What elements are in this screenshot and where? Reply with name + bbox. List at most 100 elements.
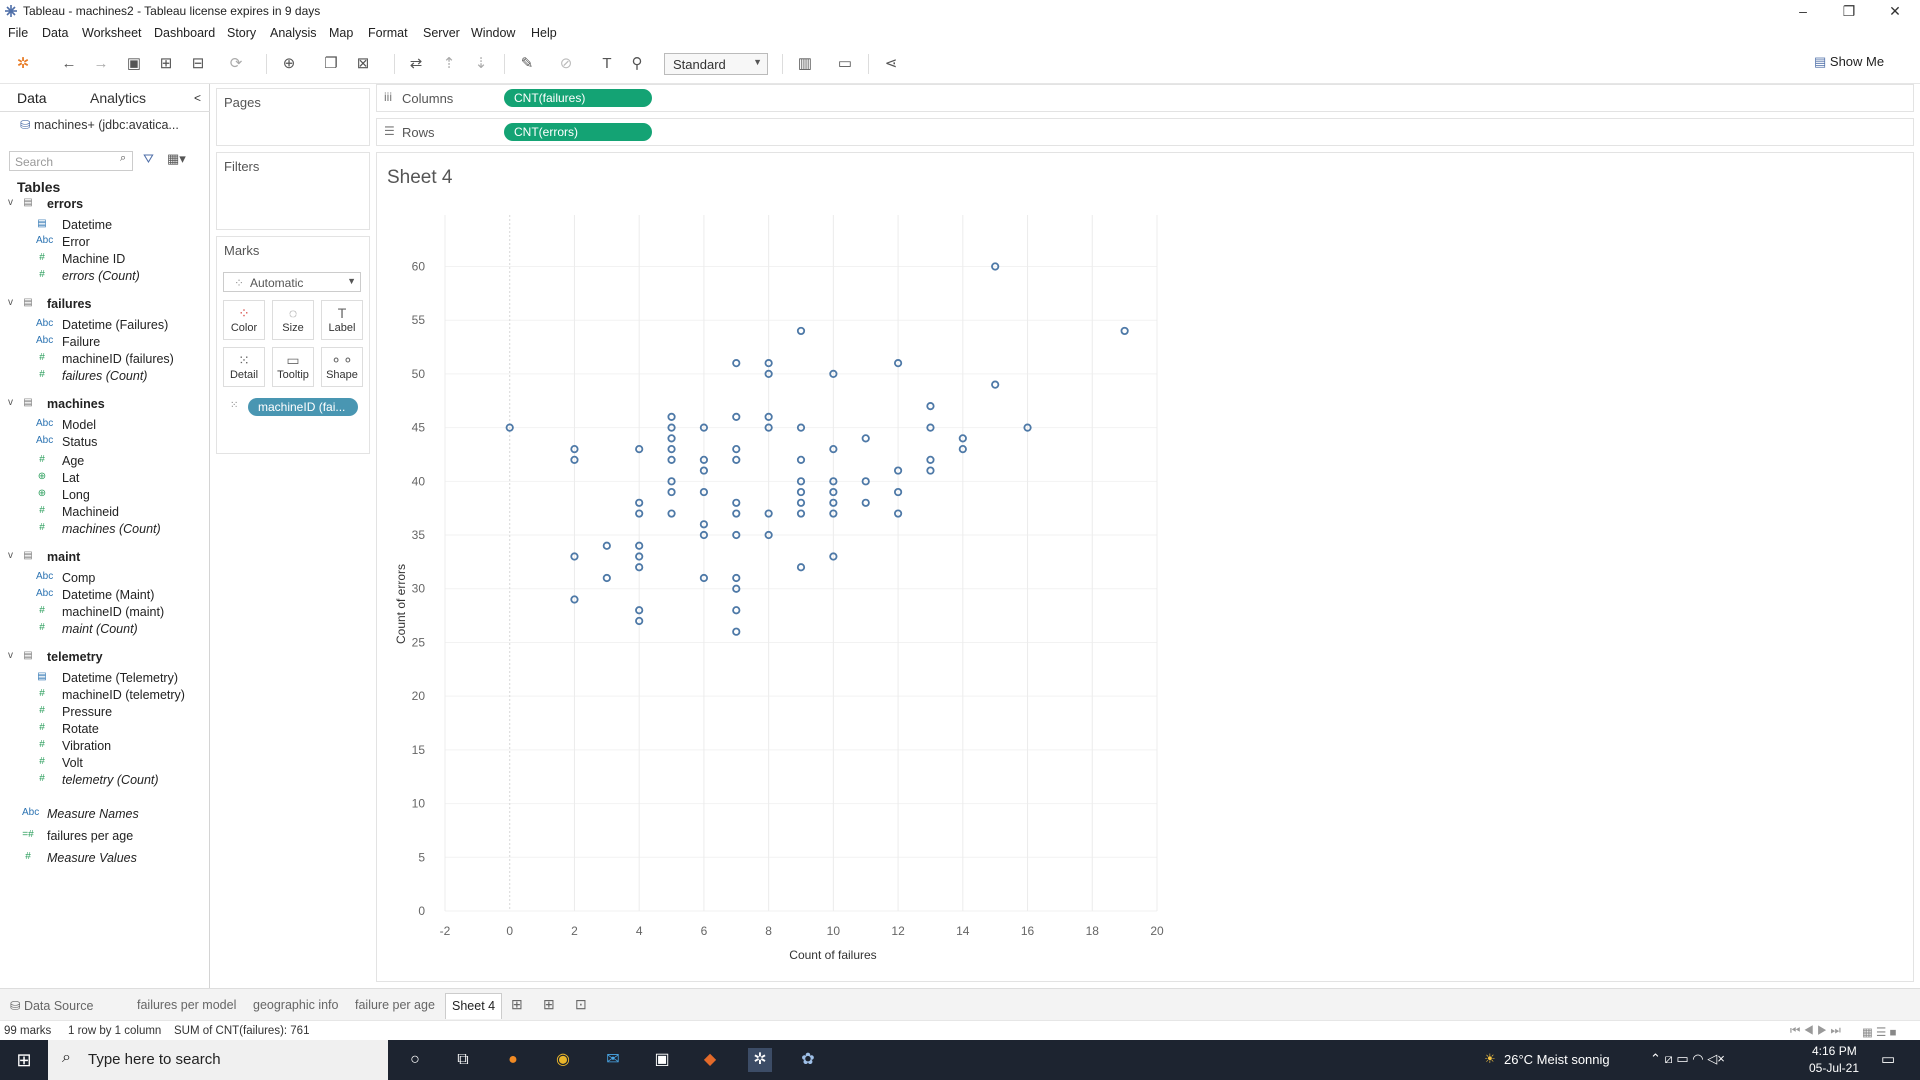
save-icon[interactable]: ▣	[126, 55, 142, 72]
field-item[interactable]: # Machine ID	[0, 251, 205, 268]
new-datasource-icon[interactable]: ⊞	[159, 55, 173, 72]
pause-update-icon[interactable]: ⊟	[191, 55, 205, 72]
mark-type-dropdown[interactable]: Automatic ⁘ ▼	[223, 272, 361, 292]
view-options-icon[interactable]: ▦▾	[167, 151, 186, 166]
field-item[interactable]: # machines (Count)	[0, 521, 205, 538]
view-mode-icons[interactable]: ▦ ☰ ■	[1862, 1027, 1897, 1039]
table-maint[interactable]: v ▤ maint	[0, 549, 205, 566]
clear-sheet-icon[interactable]: ⊠	[356, 55, 370, 72]
detail-pill[interactable]: machineID (fai...	[248, 398, 358, 416]
mail-icon[interactable]: ✉	[606, 1051, 620, 1068]
field-item[interactable]: # machineID (failures)	[0, 351, 205, 368]
pin-axis-icon[interactable]: ⚲	[631, 55, 643, 72]
field-item[interactable]: # machineID (telemetry)	[0, 687, 205, 704]
field-item[interactable]: Abc Comp	[0, 570, 205, 587]
field-item[interactable]: ⊕ Long	[0, 487, 205, 504]
columns-pill[interactable]: CNT(failures)	[504, 89, 652, 107]
restore-button[interactable]: ❐	[1842, 3, 1856, 19]
share-icon[interactable]: ⋖	[884, 55, 898, 72]
menu-map[interactable]: Map	[329, 26, 354, 40]
table-machines[interactable]: v ▤ machines	[0, 396, 205, 413]
menu-help[interactable]: Help	[531, 26, 557, 40]
app-icon[interactable]: ●	[508, 1051, 518, 1068]
field-item[interactable]: ⊕ Lat	[0, 470, 205, 487]
shape-button[interactable]: ⚬⚬ Shape	[321, 347, 363, 387]
table-errors[interactable]: v ▤ errors	[0, 196, 205, 213]
refresh-icon[interactable]: ⟳	[229, 55, 243, 72]
highlight-icon[interactable]: ✎	[520, 55, 534, 72]
detail-button[interactable]: ⁙ Detail	[223, 347, 265, 387]
color-button[interactable]: ⁘ Color	[223, 300, 265, 340]
fit-dropdown[interactable]: Standard ▼	[664, 53, 768, 75]
rows-pill[interactable]: CNT(errors)	[504, 123, 652, 141]
menu-file[interactable]: File	[8, 26, 29, 40]
field-item[interactable]: ▤ Datetime	[0, 217, 205, 234]
field-item[interactable]: # machineID (maint)	[0, 604, 205, 621]
field-item[interactable]: # Age	[0, 453, 205, 470]
field-item[interactable]: # Machineid	[0, 504, 205, 521]
field-item[interactable]: =# failures per age	[0, 828, 205, 845]
presentation-icon[interactable]: ▭	[837, 55, 853, 72]
minimize-button[interactable]: –	[1799, 3, 1807, 19]
task-view-icon[interactable]: ⧉	[457, 1051, 469, 1068]
field-item[interactable]: # Measure Values	[0, 850, 205, 867]
search-input[interactable]: Search	[9, 151, 133, 171]
new-worksheet-icon[interactable]: ⊕	[282, 55, 296, 72]
toolbox-icon[interactable]: ◆	[703, 1051, 717, 1068]
filters-card[interactable]: Filters	[216, 152, 370, 230]
duplicate-sheet-icon[interactable]: ❐	[324, 55, 338, 72]
menu-format[interactable]: Format	[368, 26, 408, 40]
tab-sheet-4[interactable]: Sheet 4	[445, 993, 503, 1019]
redo-icon[interactable]: →	[93, 55, 109, 72]
datasource-tab[interactable]: ⛁ Data Source	[10, 998, 93, 1013]
field-item[interactable]: Abc Datetime (Maint)	[0, 587, 205, 604]
menu-data[interactable]: Data	[42, 26, 69, 40]
field-item[interactable]: Abc Status	[0, 434, 205, 451]
columns-shelf[interactable]: iii Columns CNT(failures)	[376, 84, 1914, 112]
size-button[interactable]: ◌ Size	[272, 300, 314, 340]
datasource-item[interactable]: ⛁ machines+ (jdbc:avatica...	[20, 117, 179, 132]
table-failures[interactable]: v ▤ failures	[0, 296, 205, 313]
menu-story[interactable]: Story	[227, 26, 257, 40]
new-worksheet-tab-icon[interactable]: ⊞	[511, 996, 523, 1012]
terminal-icon[interactable]: ▣	[654, 1051, 670, 1068]
filter-icon[interactable]: ⛛	[143, 151, 154, 166]
new-story-tab-icon[interactable]: ⊡	[575, 996, 587, 1012]
field-item[interactable]: # errors (Count)	[0, 268, 205, 285]
sheet-nav-icons[interactable]: ⏮ ◀ ▶ ⏭	[1790, 1025, 1841, 1037]
clock-date[interactable]: 05-Jul-21	[1809, 1061, 1860, 1075]
field-item[interactable]: # Volt	[0, 755, 205, 772]
label-button[interactable]: T Label	[321, 300, 363, 340]
labels-icon[interactable]: T	[602, 55, 612, 72]
undo-icon[interactable]: ←	[61, 55, 77, 72]
field-item[interactable]: # Rotate	[0, 721, 205, 738]
chart-type-icon[interactable]: ▥	[797, 55, 813, 72]
chrome-icon[interactable]: ◉	[556, 1051, 570, 1068]
show-me-button[interactable]: ▤ Show Me	[1814, 54, 1884, 70]
field-item[interactable]: Abc Measure Names	[0, 806, 205, 823]
tableau-taskbar-icon[interactable]: ✲	[748, 1048, 772, 1072]
menu-dashboard[interactable]: Dashboard	[154, 26, 216, 40]
tableau-logo-icon[interactable]: ✲	[16, 55, 30, 72]
pages-card[interactable]: Pages	[216, 88, 370, 146]
field-item[interactable]: ▤ Datetime (Telemetry)	[0, 670, 205, 687]
field-item[interactable]: Abc Datetime (Failures)	[0, 317, 205, 334]
table-telemetry[interactable]: v ▤ telemetry	[0, 649, 205, 666]
scatter-plot[interactable]: 0 5 10 15 20 25 30 35 40 45 50 55 60 -2 0 2 4 6 8 10 12 14 16 1…	[377, 153, 1913, 981]
tableau-alt-icon[interactable]: ✿	[801, 1051, 815, 1068]
field-item[interactable]: # failures (Count)	[0, 368, 205, 385]
menu-server[interactable]: Server	[423, 26, 460, 40]
sort-desc-icon[interactable]: ⇣	[474, 55, 488, 72]
notifications-icon[interactable]: ▭	[1881, 1051, 1896, 1068]
close-button[interactable]: ✕	[1889, 3, 1901, 19]
swap-icon[interactable]: ⇄	[409, 55, 423, 72]
tab-failures-per-model[interactable]: failures per model	[137, 998, 237, 1012]
tooltip-button[interactable]: ▭ Tooltip	[272, 347, 314, 387]
menu-worksheet[interactable]: Worksheet	[82, 26, 142, 40]
menu-analysis[interactable]: Analysis	[270, 26, 317, 40]
field-item[interactable]: # Pressure	[0, 704, 205, 721]
tab-analytics[interactable]: Analytics	[90, 90, 147, 106]
clock-time[interactable]: 4:16 PM	[1812, 1044, 1857, 1058]
tray-icons[interactable]: ⌃ ⧄ ▭ ◠ ◁×	[1650, 1051, 1725, 1066]
collapse-pane-icon[interactable]: <	[194, 91, 202, 105]
